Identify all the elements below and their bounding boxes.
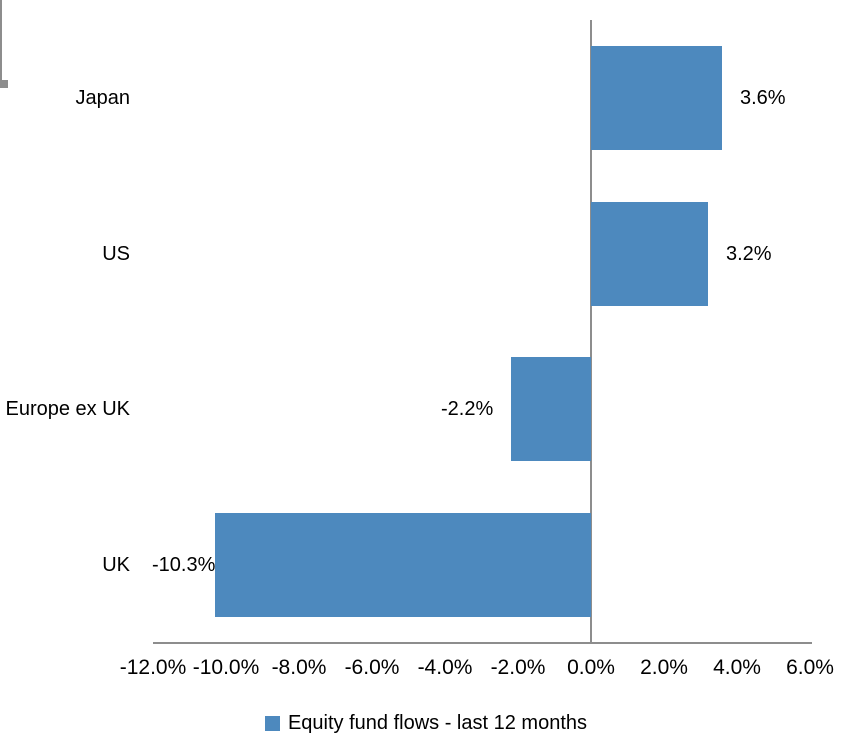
- x-axis-tick: [0, 0, 2, 8]
- x-axis-tick-label: -8.0%: [271, 656, 327, 679]
- x-axis-tick: [0, 48, 2, 56]
- x-axis-tick-label: 6.0%: [786, 656, 834, 679]
- bar-value-label: 3.6%: [740, 87, 786, 109]
- category-label: Japan: [75, 87, 131, 109]
- legend-label: Equity fund flows - last 12 months: [287, 711, 588, 734]
- x-axis-tick: [0, 56, 2, 64]
- category-tick: [0, 80, 8, 82]
- x-axis-tick-label: -4.0%: [417, 656, 473, 679]
- bar-value-label: -2.2%: [441, 398, 494, 420]
- x-axis-tick: [0, 72, 2, 80]
- category-label: UK: [102, 554, 130, 576]
- legend: Equity fund flows - last 12 months: [0, 706, 852, 740]
- x-axis-tick: [0, 32, 2, 40]
- category-label: US: [102, 243, 130, 265]
- x-axis-tick-label: -10.0%: [192, 656, 260, 679]
- x-axis-tick: [0, 8, 2, 16]
- x-axis-tick-label: -6.0%: [344, 656, 400, 679]
- category-tick: [0, 84, 8, 86]
- y-axis-line: [590, 20, 592, 643]
- x-axis-tick-label: -12.0%: [119, 656, 187, 679]
- x-axis-tick-label: 4.0%: [713, 656, 761, 679]
- x-axis-tick-label: 0.0%: [567, 656, 615, 679]
- x-axis-tick: [0, 16, 2, 24]
- legend-swatch-icon: [264, 715, 280, 731]
- bar: [591, 46, 722, 150]
- bar: [591, 202, 708, 306]
- x-axis-line: [153, 642, 812, 644]
- category-tick: [0, 86, 8, 88]
- category-tick: [0, 82, 8, 84]
- category-label: Europe ex UK: [5, 398, 130, 420]
- bar-value-label: 3.2%: [726, 243, 772, 265]
- x-axis-tick-label: -2.0%: [490, 656, 546, 679]
- x-axis-tick: [0, 64, 2, 72]
- bar: [215, 513, 592, 617]
- x-axis-tick: [0, 40, 2, 48]
- bar: [510, 357, 591, 461]
- bar-value-label: -10.3%: [152, 554, 216, 576]
- x-axis-tick-label: 2.0%: [640, 656, 688, 679]
- x-axis-tick: [0, 24, 2, 32]
